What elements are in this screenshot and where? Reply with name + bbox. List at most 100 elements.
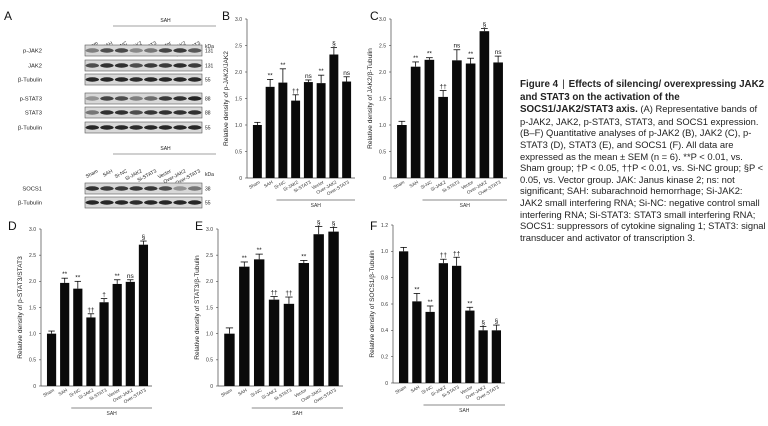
significance-marker: †† — [292, 88, 300, 95]
x-tick-label: SAH — [410, 385, 421, 394]
significance-marker: ** — [280, 62, 286, 69]
molecular-weight: 131 — [205, 49, 214, 55]
bar-b-3 — [291, 100, 301, 178]
y-tick-label: 2.5 — [379, 43, 386, 49]
y-tick-label: 0 — [385, 381, 388, 387]
blot-strip — [84, 92, 203, 105]
group-label-e: SAH — [292, 411, 303, 417]
significance-marker: § — [495, 318, 499, 325]
y-tick-label: 3.0 — [235, 17, 242, 23]
protein-band — [100, 77, 114, 82]
protein-band — [187, 186, 202, 191]
protein-band — [158, 110, 173, 115]
protein-band — [129, 48, 143, 53]
x-tick-label: Sham — [248, 179, 261, 189]
y-tick-label: 3.0 — [29, 227, 36, 233]
blot-row-label: STAT3 — [25, 111, 42, 117]
blot-strip — [84, 73, 203, 86]
y-tick-label: 2.5 — [235, 43, 242, 49]
x-tick-label: SAH — [408, 180, 419, 189]
significance-marker: † — [102, 292, 106, 299]
protein-band — [187, 200, 202, 205]
y-tick-label: 0.2 — [381, 354, 388, 360]
bar-c-7 — [493, 62, 503, 178]
bar-e-1 — [239, 266, 250, 386]
bar-b-5 — [316, 83, 326, 178]
x-tick-label: Si-STAT3 — [273, 387, 293, 401]
protein-band — [129, 77, 143, 82]
y-tick-label: 0.6 — [381, 302, 388, 308]
blot-row-label: β-Tubulin — [18, 201, 42, 207]
protein-band — [85, 110, 100, 115]
significance-marker: ** — [257, 247, 263, 254]
blot-strip — [84, 196, 203, 209]
protein-band — [114, 48, 129, 53]
protein-band — [158, 125, 173, 130]
significance-marker: †† — [285, 290, 293, 297]
bar-d-4 — [99, 302, 109, 386]
protein-band — [85, 77, 100, 82]
blot-group-label: SAH — [160, 18, 171, 24]
molecular-weight: 55 — [205, 126, 211, 132]
bar-f-7 — [491, 330, 502, 383]
y-tick-label: 1.0 — [379, 123, 386, 129]
blot-strip — [84, 182, 203, 195]
y-tick-label: 0.5 — [206, 358, 213, 364]
x-tick-label: Si-NC — [420, 179, 434, 190]
blot-lane-label: Sham — [85, 168, 99, 179]
blot-row-label: β-Tubulin — [18, 126, 42, 132]
significance-marker: ns — [343, 70, 351, 77]
protein-band — [187, 96, 202, 101]
y-tick-label: 0.5 — [29, 358, 36, 364]
protein-band — [100, 200, 114, 205]
protein-band — [173, 110, 187, 115]
protein-band — [100, 48, 114, 53]
significance-marker: ** — [467, 300, 473, 307]
protein-band — [114, 110, 129, 115]
significance-marker: § — [481, 319, 485, 326]
protein-band — [173, 125, 187, 130]
bar-f-6 — [478, 330, 488, 383]
protein-band — [144, 77, 158, 82]
protein-band — [173, 77, 187, 82]
bar-f-4 — [451, 265, 462, 383]
bar-d-7 — [138, 244, 149, 386]
y-tick-label: 0 — [33, 384, 36, 390]
y-tick-label: 0 — [383, 176, 386, 182]
bar-c-2 — [424, 59, 435, 179]
bar-c-3 — [438, 96, 448, 178]
significance-marker: †† — [87, 307, 95, 314]
protein-band — [187, 48, 202, 53]
protein-band — [100, 110, 114, 115]
group-label-d: SAH — [106, 411, 117, 417]
protein-band — [129, 186, 143, 191]
protein-band — [85, 200, 100, 205]
significance-marker: †† — [440, 252, 448, 259]
protein-band — [85, 125, 100, 130]
significance-marker: ** — [413, 55, 419, 62]
bar-d-3 — [86, 317, 96, 386]
protein-band — [85, 186, 100, 191]
significance-marker: ns — [453, 43, 461, 50]
x-tick-label: Si-NC — [68, 387, 82, 398]
protein-band — [144, 96, 158, 101]
bar-e-2 — [253, 259, 265, 386]
protein-band — [173, 63, 187, 68]
protein-band — [114, 77, 129, 82]
significance-marker: ** — [115, 273, 121, 280]
blot-lane-label: SAH — [102, 168, 114, 178]
protein-band — [85, 63, 100, 68]
molecular-weight: 38 — [205, 187, 211, 193]
protein-band — [114, 200, 129, 205]
y-tick-label: 2.0 — [206, 279, 213, 285]
bar-f-2 — [425, 311, 435, 383]
molecular-weight: 88 — [205, 111, 211, 117]
blot-strip — [84, 59, 203, 72]
x-tick-label: Vector — [107, 387, 121, 398]
group-label-b: SAH — [311, 203, 322, 209]
protein-band — [129, 63, 143, 68]
y-tick-label: 2.0 — [29, 279, 36, 285]
blot-row-label: p-JAK2 — [23, 49, 42, 55]
y-tick-label: 3.0 — [206, 227, 213, 233]
